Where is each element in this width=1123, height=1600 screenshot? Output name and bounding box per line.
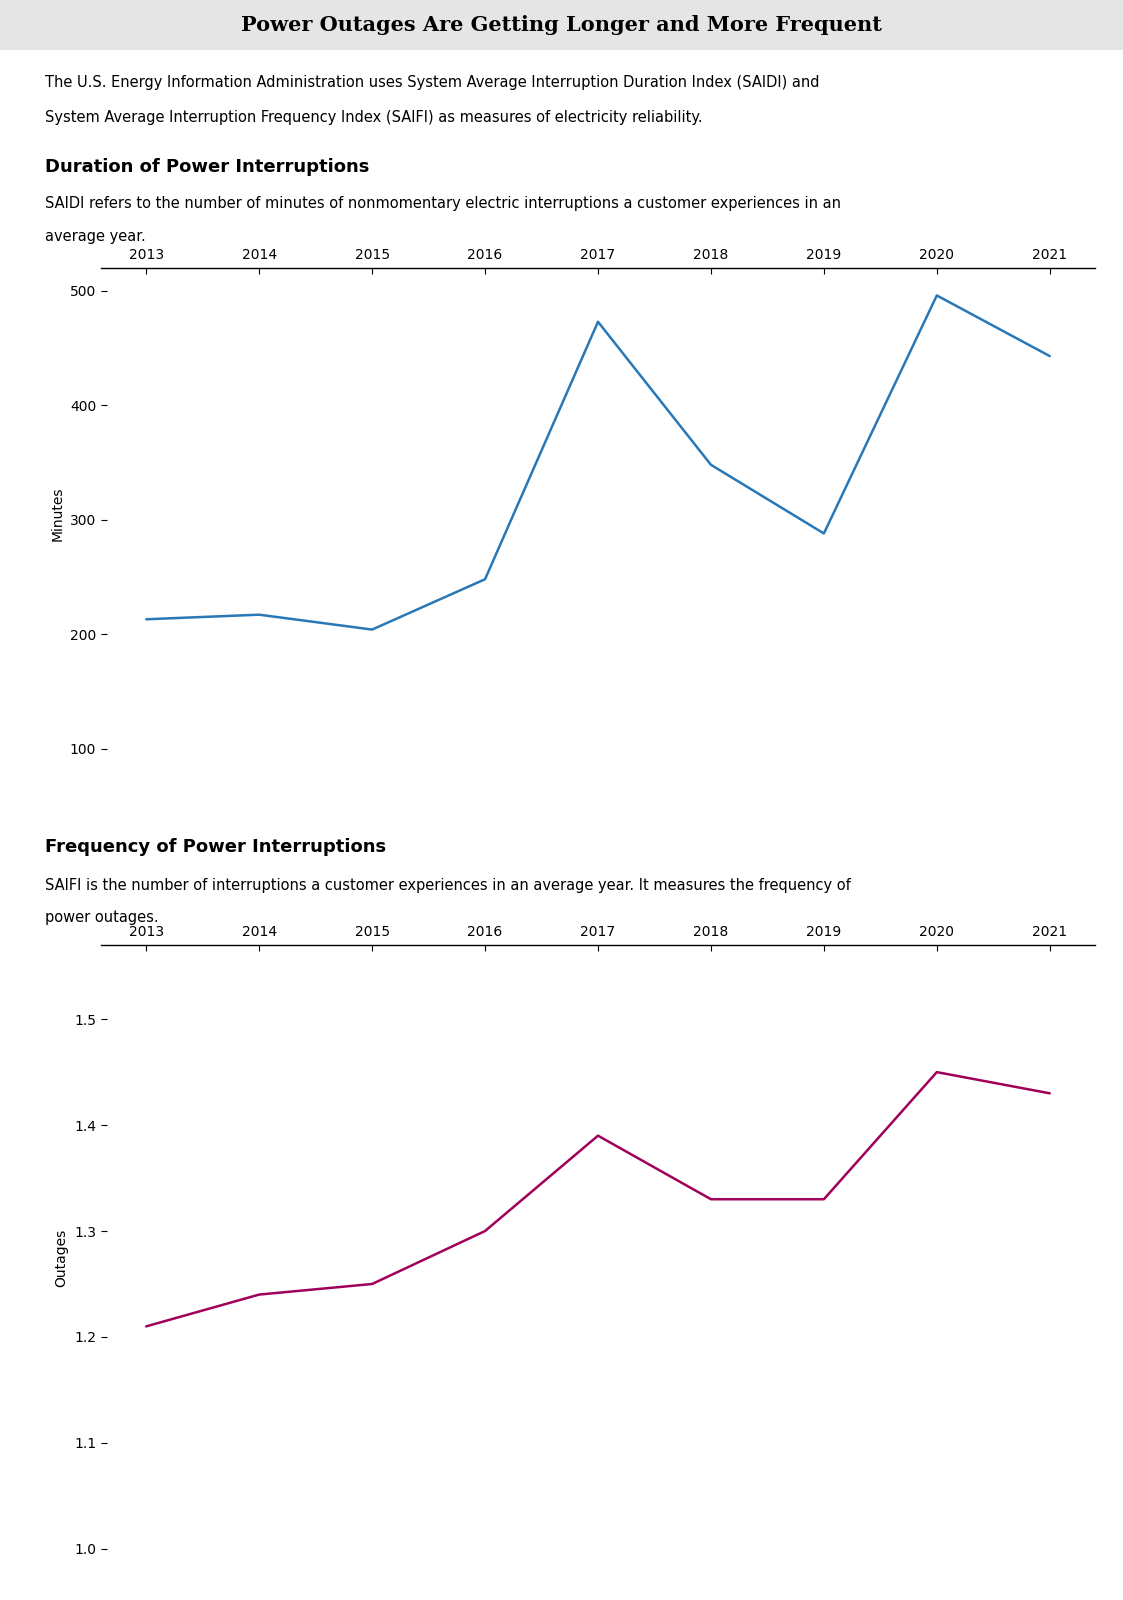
Text: SAIFI is the number of interruptions a customer experiences in an average year. : SAIFI is the number of interruptions a c… (45, 878, 850, 893)
Text: The U.S. Energy Information Administration uses System Average Interruption Dura: The U.S. Energy Information Administrati… (45, 75, 820, 90)
Text: Frequency of Power Interruptions: Frequency of Power Interruptions (45, 838, 386, 856)
Text: Power Outages Are Getting Longer and More Frequent: Power Outages Are Getting Longer and Mor… (241, 14, 882, 35)
Y-axis label: Minutes: Minutes (51, 486, 64, 541)
Text: power outages.: power outages. (45, 910, 158, 925)
Text: Duration of Power Interruptions: Duration of Power Interruptions (45, 158, 369, 176)
Text: System Average Interruption Frequency Index (SAIFI) as measures of electricity r: System Average Interruption Frequency In… (45, 110, 703, 125)
Text: SAIDI refers to the number of minutes of nonmomentary electric interruptions a c: SAIDI refers to the number of minutes of… (45, 195, 841, 211)
Y-axis label: Outages: Outages (55, 1229, 69, 1286)
Text: average year.: average year. (45, 229, 146, 243)
